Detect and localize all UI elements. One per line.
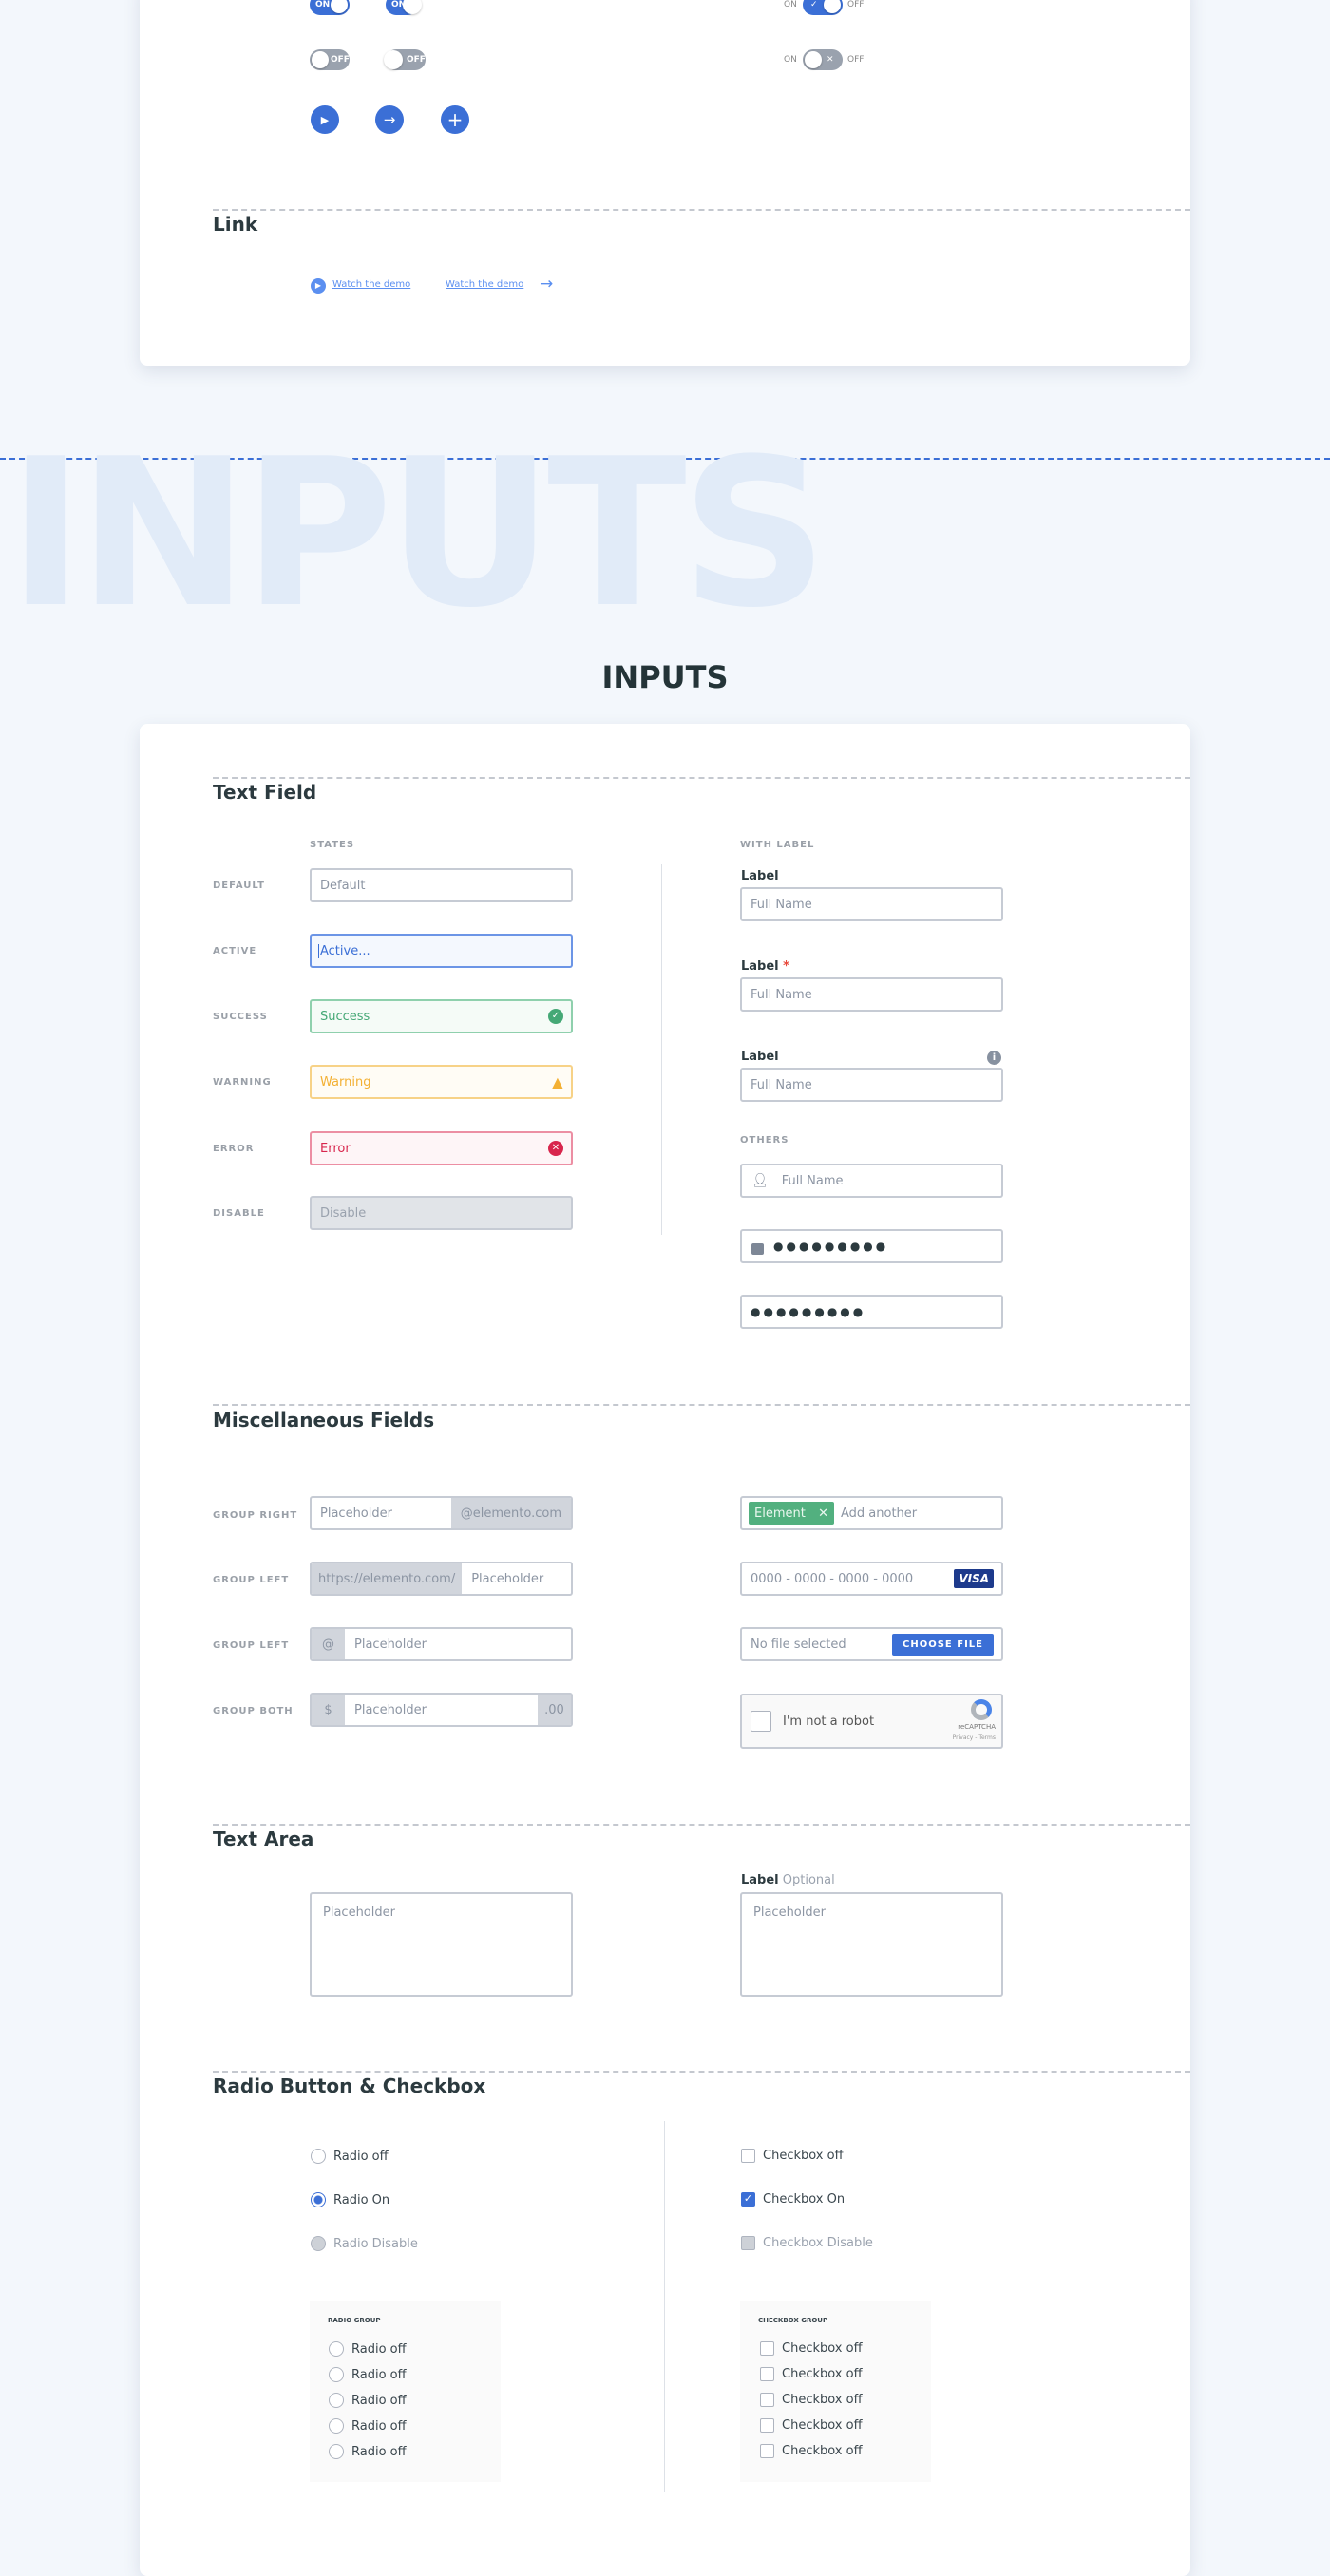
column-divider <box>664 2121 665 2492</box>
section-divider <box>0 458 1330 460</box>
add-button[interactable]: + <box>441 105 469 134</box>
checkbox-off[interactable]: Checkbox off <box>741 2149 844 2163</box>
check-icon: ✓ <box>810 0 818 9</box>
warning-input[interactable]: Warning ▲ <box>310 1065 573 1099</box>
checkbox-group-item[interactable]: Checkbox off <box>760 2418 863 2433</box>
required-name-input[interactable]: Full Name <box>740 977 1003 1012</box>
info-icon[interactable]: i <box>987 1051 1001 1065</box>
play-icon: ▶ <box>320 113 330 126</box>
info-name-input[interactable]: Full Name <box>740 1068 1003 1102</box>
recaptcha-checkbox[interactable] <box>750 1711 771 1732</box>
visa-logo: VISA <box>954 1569 994 1588</box>
radio-disabled: Radio Disable <box>311 2236 418 2251</box>
user-input[interactable]: 👤︎ Full Name <box>740 1164 1003 1198</box>
checkbox-group-item[interactable]: Checkbox off <box>760 2341 863 2356</box>
radio-group-item[interactable]: Radio off <box>329 2393 407 2408</box>
page-title: INPUTS <box>601 659 729 695</box>
divider <box>213 1404 1190 1406</box>
radio-group-item[interactable]: Radio off <box>329 2418 407 2434</box>
divider <box>213 209 1190 211</box>
section-title-link: Link <box>213 213 258 236</box>
recaptcha: I'm not a robot reCAPTCHA Privacy - Term… <box>740 1694 1003 1749</box>
column-divider <box>661 864 662 1235</box>
password-input-lock[interactable]: ●●●●●●●●● <box>740 1229 1003 1263</box>
arrow-right-icon: → <box>540 275 554 294</box>
toggle-on[interactable]: ON <box>310 0 350 15</box>
section-title-misc: Miscellaneous Fields <box>213 1409 435 1431</box>
error-input[interactable]: Error ✕ <box>310 1131 573 1165</box>
toggle-on-alt[interactable]: ON <box>386 0 422 15</box>
textarea-labeled[interactable]: Placeholder <box>740 1892 1003 1997</box>
check-circle-icon: ✓ <box>548 1009 563 1024</box>
section-title-text-field: Text Field <box>213 781 317 804</box>
watch-demo-link[interactable]: Watch the demo <box>332 279 411 290</box>
toggle-check-on[interactable]: ✓ <box>803 0 843 15</box>
checkbox-disabled: Checkbox Disable <box>741 2236 873 2250</box>
toggle-off[interactable]: OFF <box>310 49 350 70</box>
play-icon[interactable]: ▶ <box>311 278 326 294</box>
url-group-input[interactable]: https://elemento.com/Placeholder <box>310 1562 573 1596</box>
checkbox-on[interactable]: ✓ Checkbox On <box>741 2192 845 2207</box>
close-icon[interactable]: ✕ <box>818 1506 828 1521</box>
play-button[interactable]: ▶ <box>311 105 339 134</box>
user-icon: 👤︎ <box>751 1173 769 1188</box>
checkbox-group-item[interactable]: Checkbox off <box>760 2393 863 2407</box>
section-title-radio-checkbox: Radio Button & Checkbox <box>213 2074 486 2097</box>
checkbox-group-item[interactable]: Checkbox off <box>760 2367 863 2381</box>
checkbox-group-item[interactable]: Checkbox off <box>760 2444 863 2458</box>
required-marker: * <box>783 959 789 974</box>
currency-group-input[interactable]: $ Placeholder .00 <box>310 1693 573 1727</box>
recaptcha-logo <box>971 1699 992 1720</box>
tag-input[interactable]: Element ✕ Add another <box>740 1496 1003 1530</box>
x-icon: ✕ <box>826 55 834 65</box>
file-input[interactable]: No file selected CHOOSE FILE <box>740 1627 1003 1661</box>
divider <box>213 2071 1190 2073</box>
plus-icon: + <box>446 108 464 131</box>
textarea[interactable]: Placeholder <box>310 1892 573 1997</box>
default-input[interactable]: Default <box>310 868 573 902</box>
full-name-input[interactable]: Full Name <box>740 887 1003 921</box>
at-group-input[interactable]: @ Placeholder <box>310 1627 573 1661</box>
tag-chip[interactable]: Element ✕ <box>749 1502 834 1525</box>
email-group-input[interactable]: Placeholder @elemento.com <box>310 1496 573 1530</box>
divider <box>213 777 1190 779</box>
warning-icon: ▲ <box>551 1072 563 1091</box>
lock-icon <box>751 1242 764 1255</box>
radio-off[interactable]: Radio off <box>311 2149 389 2164</box>
divider <box>213 1824 1190 1826</box>
password-input[interactable]: ●●●●●●●●● <box>740 1295 1003 1329</box>
error-icon: ✕ <box>548 1141 563 1156</box>
radio-group-item[interactable]: Radio off <box>329 2367 407 2382</box>
toggle-x-off[interactable]: ✕ <box>803 49 843 70</box>
arrow-button[interactable]: → <box>375 105 404 134</box>
radio-group-item[interactable]: Radio off <box>329 2341 407 2357</box>
radio-on[interactable]: Radio On <box>311 2192 390 2207</box>
buttons-card <box>140 0 1190 366</box>
choose-file-button[interactable]: CHOOSE FILE <box>892 1633 994 1656</box>
arrow-right-icon: → <box>383 111 396 128</box>
watch-demo-link-arrow[interactable]: Watch the demo <box>446 279 524 290</box>
active-input[interactable]: Active... <box>310 934 573 968</box>
success-input[interactable]: Success ✓ <box>310 999 573 1033</box>
radio-group-item[interactable]: Radio off <box>329 2444 407 2459</box>
card-number-input[interactable]: 0000 - 0000 - 0000 - 0000 VISA <box>740 1562 1003 1596</box>
check-icon: ✓ <box>741 2192 755 2207</box>
section-title-text-area: Text Area <box>213 1828 314 1850</box>
toggle-off-alt[interactable]: OFF <box>384 49 426 70</box>
watermark: INPUTS <box>8 414 828 653</box>
inputs-card <box>140 724 1190 2576</box>
disabled-input: Disable <box>310 1196 573 1230</box>
